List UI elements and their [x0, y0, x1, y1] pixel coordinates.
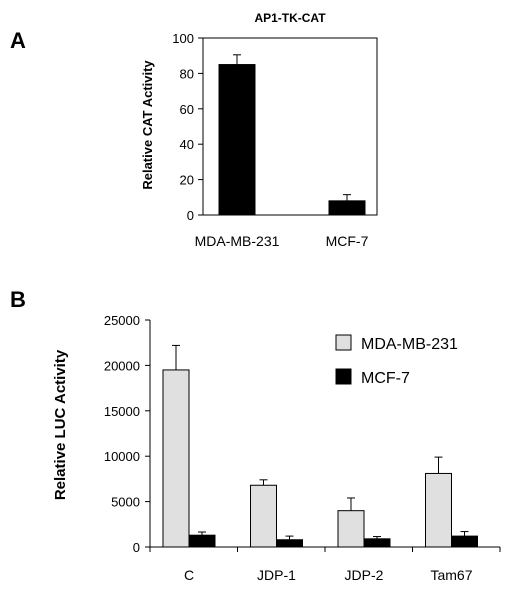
- y-tick-label: 20000: [104, 358, 140, 373]
- bar: [250, 484, 277, 548]
- chart-a: AP1-TK-CAT Relative CAT Activity 0 20 40 60…: [140, 11, 378, 249]
- bar: [276, 539, 303, 548]
- chart-a-plot-frame: [202, 37, 378, 216]
- x-category-label: JDP-2: [345, 567, 384, 583]
- bar: [363, 538, 391, 548]
- bar: [218, 64, 256, 216]
- y-tick-label: 0: [133, 540, 140, 555]
- y-tick-label: 100: [172, 31, 194, 46]
- bar: [188, 534, 216, 548]
- x-category-label: Tam67: [430, 567, 472, 583]
- y-tick-label: 60: [180, 102, 194, 117]
- y-tick-label: 15000: [104, 404, 140, 419]
- legend-swatch: [335, 334, 352, 351]
- legend-swatch: [335, 368, 352, 385]
- y-tick-label: 40: [180, 137, 194, 152]
- x-category-label: C: [184, 567, 194, 583]
- legend-label: MDA-MB-231: [361, 336, 458, 353]
- chart-a-y-axis-label: Relative CAT Activity: [140, 60, 155, 190]
- y-tick-label: 5000: [111, 495, 140, 510]
- bar: [337, 510, 365, 548]
- bar: [162, 369, 190, 548]
- chart-a-title: AP1-TK-CAT: [254, 11, 326, 25]
- bar: [328, 200, 366, 216]
- panel-b-label: B: [10, 287, 26, 312]
- x-category-label: MDA-MB-231: [195, 233, 280, 249]
- y-tick-label: 20: [180, 173, 194, 188]
- bar: [451, 535, 478, 548]
- y-tick-label: 80: [180, 66, 194, 81]
- chart-b: Relative LUC Activity 0 5000 10000 15000 200…: [52, 313, 501, 583]
- y-tick-label: 0: [187, 208, 194, 223]
- panel-a-label: A: [10, 28, 26, 53]
- chart-b-y-axis-label: Relative LUC Activity: [52, 349, 69, 500]
- x-category-label: JDP-1: [257, 567, 296, 583]
- x-category-label: MCF-7: [326, 233, 369, 249]
- bar: [425, 472, 452, 548]
- y-tick-label: 25000: [104, 313, 140, 328]
- y-tick-label: 10000: [104, 449, 140, 464]
- legend-label: MCF-7: [361, 370, 410, 387]
- chart-b-legend: MDA-MB-231 MCF-7: [335, 334, 458, 387]
